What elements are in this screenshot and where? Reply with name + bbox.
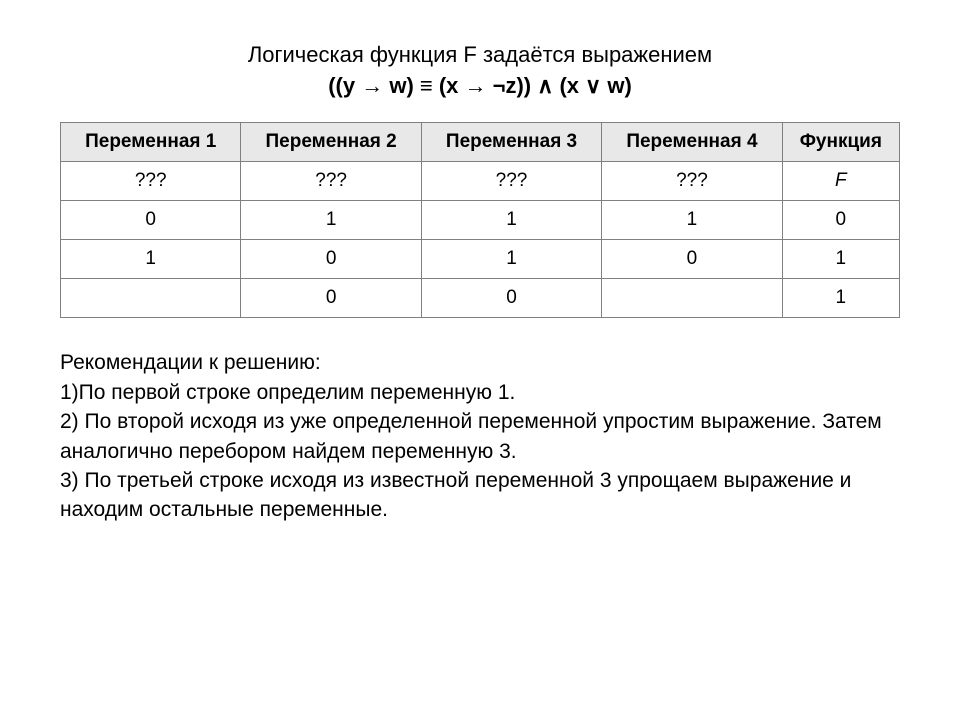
col-header-func: Функция [782, 122, 899, 162]
cell [61, 279, 241, 318]
col-header-var2: Переменная 2 [241, 122, 421, 162]
cell: 1 [61, 240, 241, 279]
col-header-var1: Переменная 1 [61, 122, 241, 162]
cell: 1 [782, 279, 899, 318]
cell: ??? [421, 162, 601, 201]
col-header-var4: Переменная 4 [602, 122, 782, 162]
cell: 0 [61, 201, 241, 240]
cell: 1 [782, 240, 899, 279]
recommendations-block: Рекомендации к решению: 1)По первой стро… [60, 348, 900, 524]
title-line2: ((y → w) ≡ (x → ¬z)) ∧ (x ∨ w) [60, 71, 900, 102]
recommendation-item: 3) По третьей строке исходя из известной… [60, 466, 900, 525]
cell: 1 [421, 201, 601, 240]
cell-func: F [782, 162, 899, 201]
cell: ??? [602, 162, 782, 201]
cell: ??? [61, 162, 241, 201]
cell: 0 [602, 240, 782, 279]
table-row: 0 1 1 1 0 [61, 201, 900, 240]
cell: 0 [782, 201, 899, 240]
table-row: 0 0 1 [61, 279, 900, 318]
cell: 1 [602, 201, 782, 240]
recommendations-heading: Рекомендации к решению: [60, 348, 900, 377]
title-line1: Логическая функция F задаётся выражением [60, 40, 900, 71]
table-row: ??? ??? ??? ??? F [61, 162, 900, 201]
truth-table: Переменная 1 Переменная 2 Переменная 3 П… [60, 122, 900, 319]
cell: 0 [241, 279, 421, 318]
cell [602, 279, 782, 318]
title-block: Логическая функция F задаётся выражением… [60, 40, 900, 102]
cell: 1 [241, 201, 421, 240]
col-header-var3: Переменная 3 [421, 122, 601, 162]
table-header-row: Переменная 1 Переменная 2 Переменная 3 П… [61, 122, 900, 162]
recommendation-item: 1)По первой строке определим переменную … [60, 378, 900, 407]
cell: 1 [421, 240, 601, 279]
table-row: 1 0 1 0 1 [61, 240, 900, 279]
cell: 0 [421, 279, 601, 318]
cell: ??? [241, 162, 421, 201]
cell: 0 [241, 240, 421, 279]
recommendation-item: 2) По второй исходя из уже определенной … [60, 407, 900, 466]
